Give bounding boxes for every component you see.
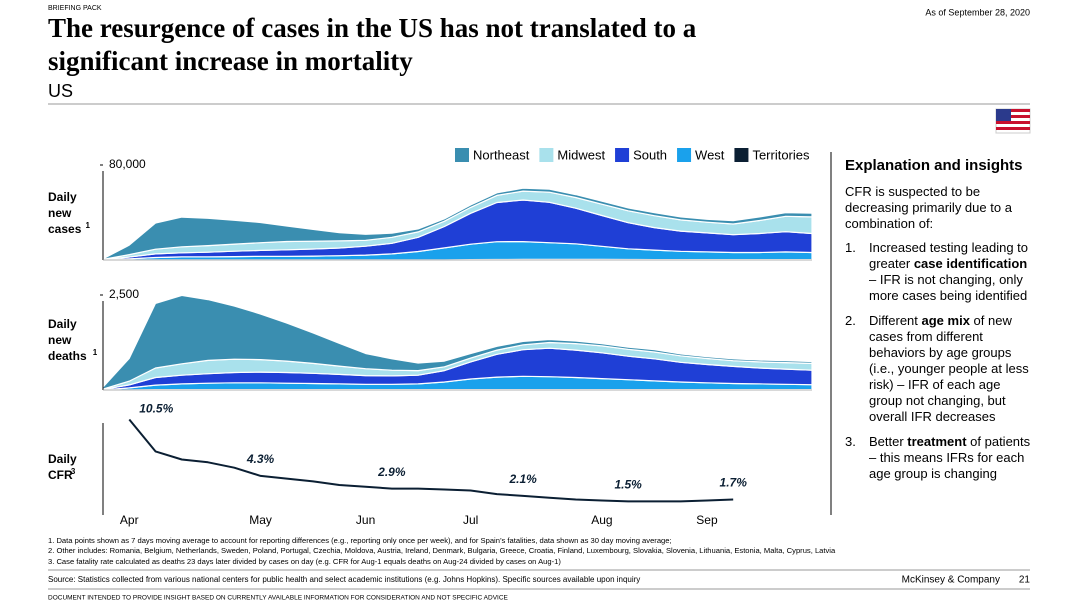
item-text-part: Different — [869, 313, 922, 328]
legend-label: West — [695, 147, 725, 162]
footnote-marker: 3 — [71, 467, 76, 476]
x-tick-label: Aug — [591, 513, 612, 527]
insights-panel: Explanation and insights CFR is suspecte… — [845, 158, 1033, 491]
legend-swatch — [677, 148, 692, 162]
footnote-marker: 1 — [93, 348, 98, 357]
subtitle: US — [48, 81, 73, 101]
y-axis-label: cases — [48, 222, 82, 236]
area — [102, 294, 813, 390]
cfr-line — [128, 418, 734, 503]
kicker: BRIEFING PACK — [48, 5, 102, 12]
x-tick-label: Apr — [120, 513, 139, 527]
x-tick-label: Sep — [696, 513, 718, 527]
title-line: significant increase in mortality — [48, 46, 413, 76]
data-label: 4.3% — [246, 452, 275, 466]
data-label: 10.5% — [139, 402, 173, 416]
item-text-bold: treatment — [907, 434, 967, 449]
area — [102, 187, 813, 260]
footnote-marker: 1 — [86, 221, 91, 230]
item-text-part: Better — [869, 434, 908, 449]
legend-swatch — [455, 148, 469, 162]
footnote: 1. Data points shown as 7 days moving av… — [48, 536, 672, 545]
x-tick-label: Jul — [463, 513, 478, 527]
item-text-part: – IFR is not changing, only more cases b… — [869, 272, 1028, 303]
item-text: Better treatment of patients – this mean… — [869, 434, 1033, 482]
item-number: 1. — [845, 240, 856, 255]
legend-label: Midwest — [557, 147, 605, 162]
item-text-part: of new cases from different behaviors by… — [869, 313, 1029, 424]
insight-item: 3. Better treatment of patients – this me… — [845, 434, 1033, 482]
footnote: 2. Other includes: Romania, Belgium, Net… — [48, 546, 836, 555]
x-tick-label: May — [249, 513, 272, 527]
data-label: 2.9% — [377, 465, 406, 479]
item-text: Increased testing leading to greater cas… — [869, 240, 1033, 304]
legend-label: Territories — [752, 147, 810, 162]
data-label: 2.1% — [508, 472, 537, 486]
item-number: 3. — [845, 434, 856, 449]
y-axis-label: new — [48, 206, 72, 220]
item-text-bold: age mix — [921, 313, 970, 328]
legend-swatch — [539, 148, 554, 162]
insight-item: 1. Increased testing leading to greater c… — [845, 240, 1033, 304]
item-text-bold: case identification — [913, 256, 1028, 271]
legend-label: South — [633, 147, 667, 162]
us-flag — [995, 108, 1031, 134]
panel-title: Explanation and insights — [845, 157, 1023, 174]
footnote: 3. Case fatality rate calculated as deat… — [48, 557, 561, 566]
date: As of September 28, 2020 — [925, 7, 1030, 17]
y-axis-label: Daily — [48, 452, 77, 466]
legend-label: Northeast — [473, 147, 530, 162]
page-number: 21 — [1019, 575, 1031, 586]
insight-item: 2. Different age mix of new cases from di… — [845, 313, 1033, 425]
y-axis-label: deaths — [48, 349, 87, 363]
data-label: 1.7% — [720, 476, 748, 490]
y-axis-label: new — [48, 333, 72, 347]
y-axis-label: CFR — [48, 468, 73, 482]
item-text: Different age mix of new cases from diff… — [869, 313, 1033, 425]
legend-swatch — [615, 148, 630, 162]
insight-list: 1. Increased testing leading to greater c… — [845, 240, 1033, 482]
company: McKinsey & Company — [902, 575, 1000, 586]
legend-swatch — [734, 148, 749, 162]
disclaimer: DOCUMENT INTENDED TO PROVIDE INSIGHT BAS… — [48, 595, 509, 602]
item-text-part: of patients – this means IFRs for each a… — [869, 434, 1031, 481]
y-axis-label: Daily — [48, 317, 77, 331]
item-text-part: Increased testing leading to greater — [869, 240, 1028, 271]
y-tick-label: 80,000 — [109, 157, 146, 171]
source: Source: Statistics collected from variou… — [48, 575, 640, 584]
x-tick-label: Jun — [356, 513, 375, 527]
data-label: 1.5% — [615, 478, 643, 492]
y-axis-label: Daily — [48, 190, 77, 204]
title-line: The resurgence of cases in the US has no… — [48, 13, 697, 43]
item-number: 2. — [845, 313, 856, 328]
panel-intro: CFR is suspected to be decreasing primar… — [845, 184, 1012, 231]
y-tick-label: 2,500 — [109, 287, 139, 301]
